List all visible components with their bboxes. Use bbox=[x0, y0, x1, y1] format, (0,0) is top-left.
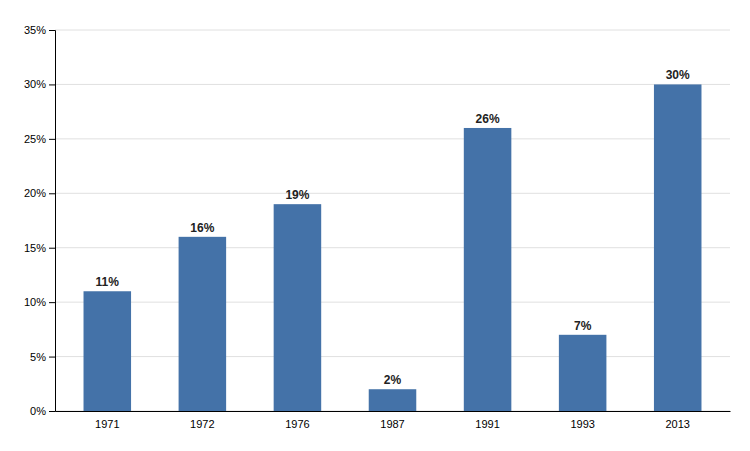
grid-line bbox=[55, 138, 730, 139]
y-tick: 0% bbox=[30, 405, 55, 417]
data-label: 2% bbox=[384, 373, 402, 387]
data-labels: 11% 16% 19% 2% 26% 7% 30% bbox=[96, 68, 690, 387]
data-label: 19% bbox=[285, 188, 309, 202]
data-label: 16% bbox=[190, 221, 214, 235]
x-tick-label: 1987 bbox=[380, 418, 404, 430]
x-tick-label: 1993 bbox=[570, 418, 594, 430]
data-label: 26% bbox=[476, 112, 500, 126]
y-tick-mark bbox=[49, 248, 55, 249]
x-axis: 1971 1972 1976 1987 1991 1993 2013 bbox=[56, 412, 731, 430]
x-tick: 1993 bbox=[570, 418, 594, 430]
x-tick-label: 1976 bbox=[285, 418, 309, 430]
bar bbox=[84, 291, 132, 411]
x-tick: 1971 bbox=[95, 418, 119, 430]
grid bbox=[55, 30, 730, 411]
grid-line bbox=[55, 84, 730, 85]
y-tick-mark bbox=[49, 411, 55, 412]
x-tick-label: 1972 bbox=[190, 418, 214, 430]
y-tick: 20% bbox=[24, 187, 55, 199]
grid-line bbox=[55, 193, 730, 194]
y-tick: 5% bbox=[30, 351, 55, 363]
bar bbox=[179, 237, 227, 411]
bar bbox=[369, 389, 417, 411]
y-tick-mark bbox=[49, 30, 55, 31]
bar bbox=[464, 128, 512, 411]
y-tick-label: 25% bbox=[24, 133, 46, 145]
x-tick-label: 1991 bbox=[475, 418, 499, 430]
grid-line bbox=[55, 247, 730, 248]
y-tick: 15% bbox=[24, 242, 55, 254]
y-axis-line bbox=[49, 31, 56, 412]
y-tick-mark bbox=[49, 193, 55, 194]
x-tick: 1976 bbox=[285, 418, 309, 430]
x-tick-label: 1971 bbox=[95, 418, 119, 430]
data-label: 11% bbox=[96, 275, 120, 289]
y-tick: 30% bbox=[24, 78, 55, 90]
bar bbox=[559, 335, 607, 411]
bars bbox=[84, 84, 702, 411]
chart: 0%5%10%15%20%25%30%35%197119721976198719… bbox=[0, 0, 750, 451]
y-tick-label: 15% bbox=[24, 242, 46, 254]
x-tick: 1991 bbox=[475, 418, 499, 430]
y-tick-mark bbox=[49, 84, 55, 85]
y-tick-label: 20% bbox=[24, 187, 46, 199]
y-tick-mark bbox=[49, 357, 55, 358]
x-tick-label: 2013 bbox=[665, 418, 689, 430]
x-tick: 2013 bbox=[665, 418, 689, 430]
x-tick: 1987 bbox=[380, 418, 404, 430]
y-tick: 10% bbox=[24, 296, 55, 308]
y-axis: 0% 5% 10% 15% 20% 25% 30% 35% bbox=[24, 24, 56, 417]
x-tick: 1972 bbox=[190, 418, 214, 430]
y-tick: 35% bbox=[24, 24, 55, 36]
x-axis-line bbox=[56, 411, 731, 412]
y-tick-label: 10% bbox=[24, 296, 46, 308]
data-label: 30% bbox=[666, 68, 690, 82]
y-tick-mark bbox=[49, 302, 55, 303]
grid-line bbox=[55, 30, 730, 31]
grid-line bbox=[55, 356, 730, 357]
y-tick-label: 30% bbox=[24, 78, 46, 90]
plot: 0%5%10%15%20%25%30%35%197119721976198719… bbox=[24, 24, 731, 430]
y-tick-label: 5% bbox=[30, 351, 46, 363]
y-tick-label: 35% bbox=[24, 24, 46, 36]
y-tick-mark bbox=[49, 139, 55, 140]
y-tick: 25% bbox=[24, 133, 55, 145]
y-tick-label: 0% bbox=[30, 405, 46, 417]
bar bbox=[654, 84, 702, 411]
grid-line bbox=[55, 302, 730, 303]
data-label: 7% bbox=[574, 319, 592, 333]
bar bbox=[274, 204, 322, 411]
